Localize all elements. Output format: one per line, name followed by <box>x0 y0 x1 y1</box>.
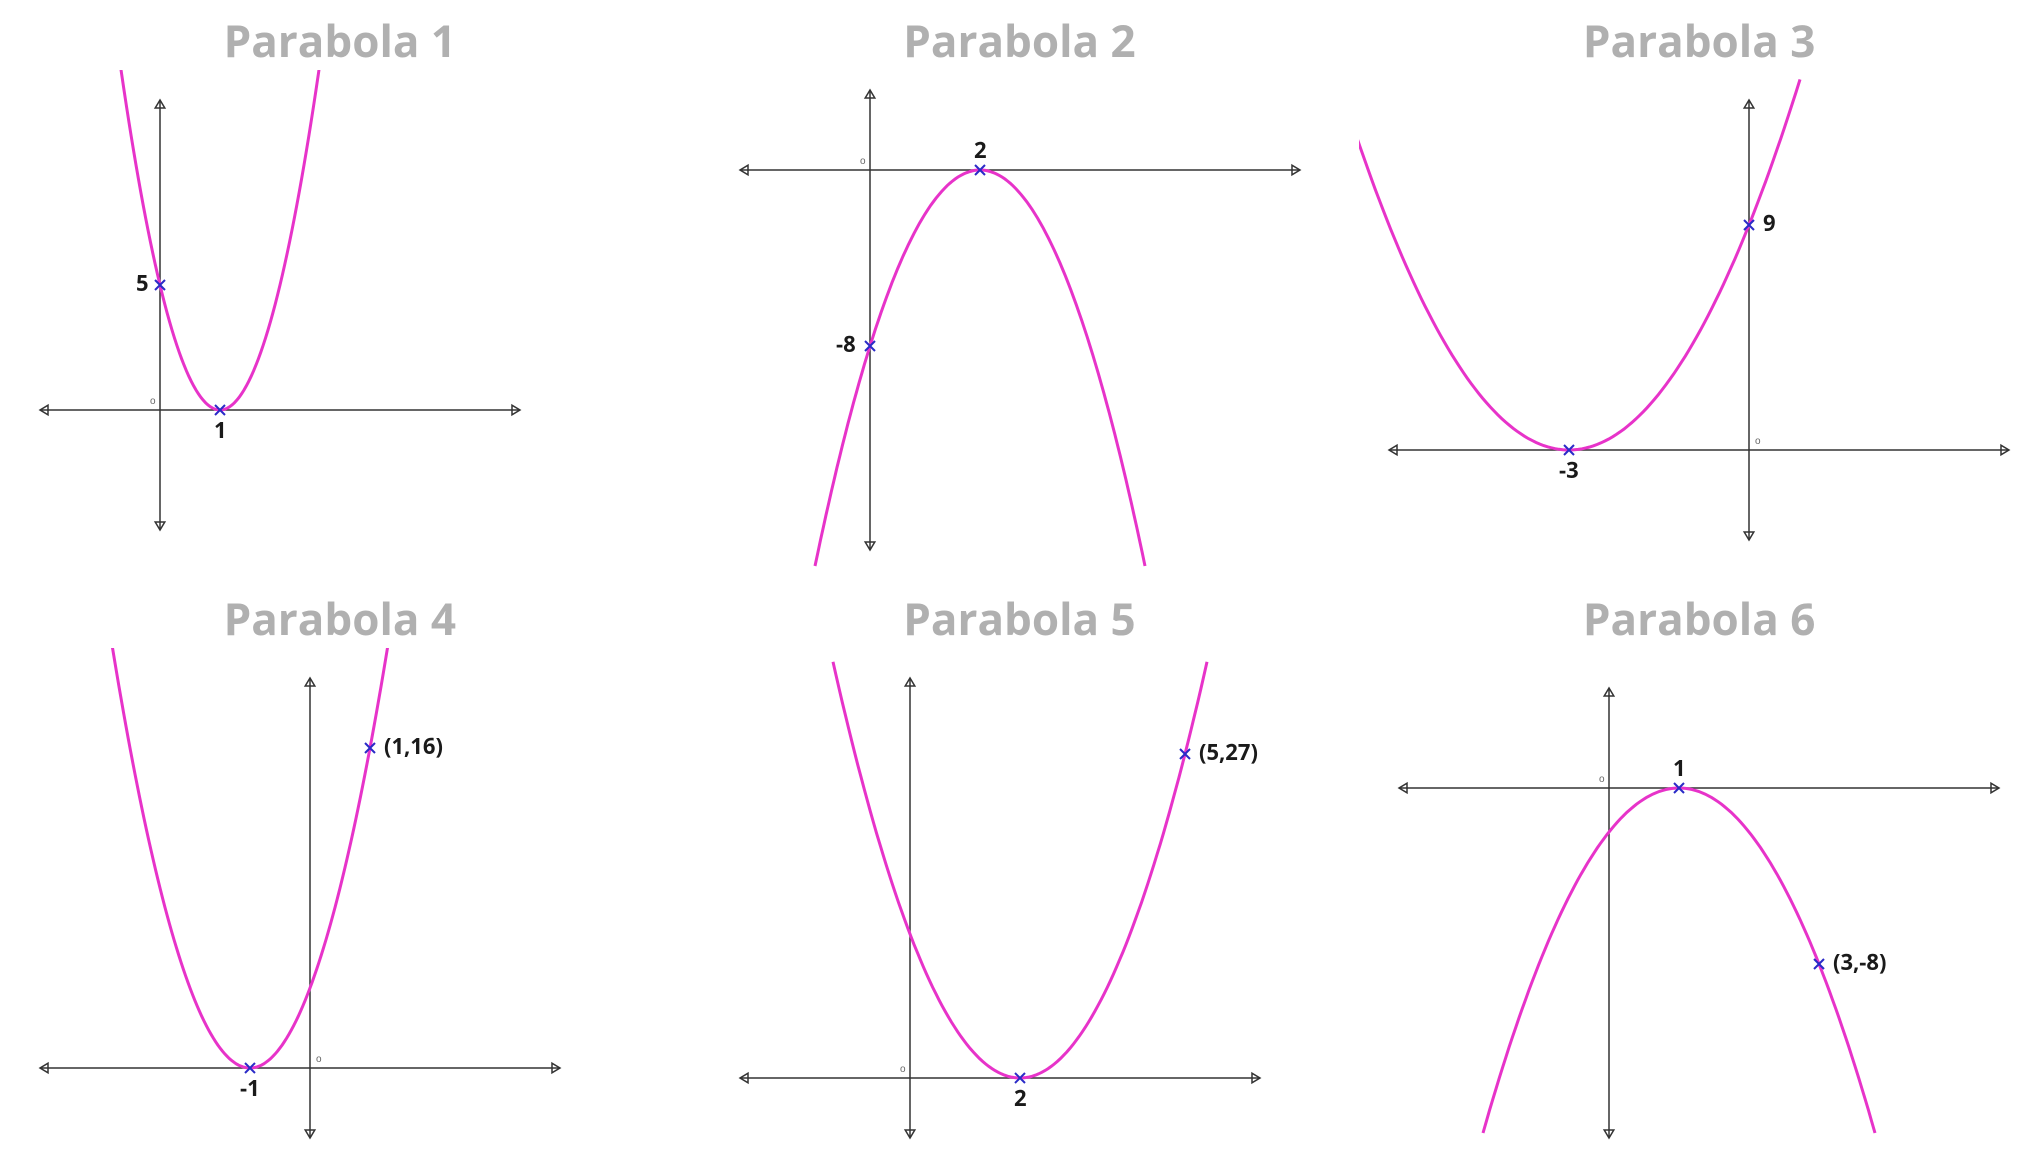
point-label: (1,16) <box>384 731 443 761</box>
origin-label: o <box>1599 774 1605 785</box>
point-label: 9 <box>1763 208 1776 238</box>
panel-title: Parabola 3 <box>1583 10 1815 70</box>
point-label: (3,-8) <box>1833 947 1886 977</box>
panel-grid: Parabola 1o 5 1Parabola 2o 2 -8Parabola … <box>0 0 2039 1156</box>
parabola-curve <box>815 170 1145 566</box>
point-label: 5 <box>136 268 149 298</box>
panel-title: Parabola 4 <box>224 588 456 648</box>
point-label: -8 <box>836 329 856 359</box>
parabola-curve <box>76 70 364 410</box>
panel-title: Parabola 2 <box>903 10 1135 70</box>
parabola-chart: o 9 -3 <box>1359 70 2038 570</box>
parabola-chart: o 5 1 <box>0 70 679 570</box>
parabola-curve <box>1359 79 1800 450</box>
origin-label: o <box>316 1054 322 1065</box>
panel-p5: Parabola 5o (5,27) 2 <box>680 578 1360 1156</box>
panel-p2: Parabola 2o 2 -8 <box>680 0 1360 578</box>
parabola-chart: o 1 (3,-8) <box>1359 648 2038 1148</box>
point-label: -1 <box>240 1073 260 1103</box>
parabola-chart: o (5,27) 2 <box>680 648 1359 1148</box>
panel-title: Parabola 1 <box>224 10 456 70</box>
panel-p1: Parabola 1o 5 1 <box>0 0 680 578</box>
point-label: -3 <box>1559 455 1579 485</box>
parabola-chart: o 2 -8 <box>680 70 1359 570</box>
panel-p6: Parabola 6o 1 (3,-8) <box>1359 578 2039 1156</box>
point-label: 1 <box>1673 753 1686 783</box>
parabola-curve <box>833 662 1207 1078</box>
panel-title: Parabola 5 <box>903 588 1135 648</box>
panel-p4: Parabola 4o (1,16) -1 <box>0 578 680 1156</box>
point-label: 2 <box>1014 1083 1027 1113</box>
parabola-curve <box>112 648 388 1068</box>
origin-label: o <box>900 1064 906 1075</box>
origin-label: o <box>150 396 156 407</box>
panel-p3: Parabola 3o 9 -3 <box>1359 0 2039 578</box>
origin-label: o <box>1755 436 1761 447</box>
panel-title: Parabola 6 <box>1583 588 1815 648</box>
parabola-chart: o (1,16) -1 <box>0 648 679 1148</box>
point-label: 2 <box>974 135 987 165</box>
origin-label: o <box>860 156 866 167</box>
point-label: (5,27) <box>1199 737 1258 767</box>
point-label: 1 <box>214 415 227 445</box>
